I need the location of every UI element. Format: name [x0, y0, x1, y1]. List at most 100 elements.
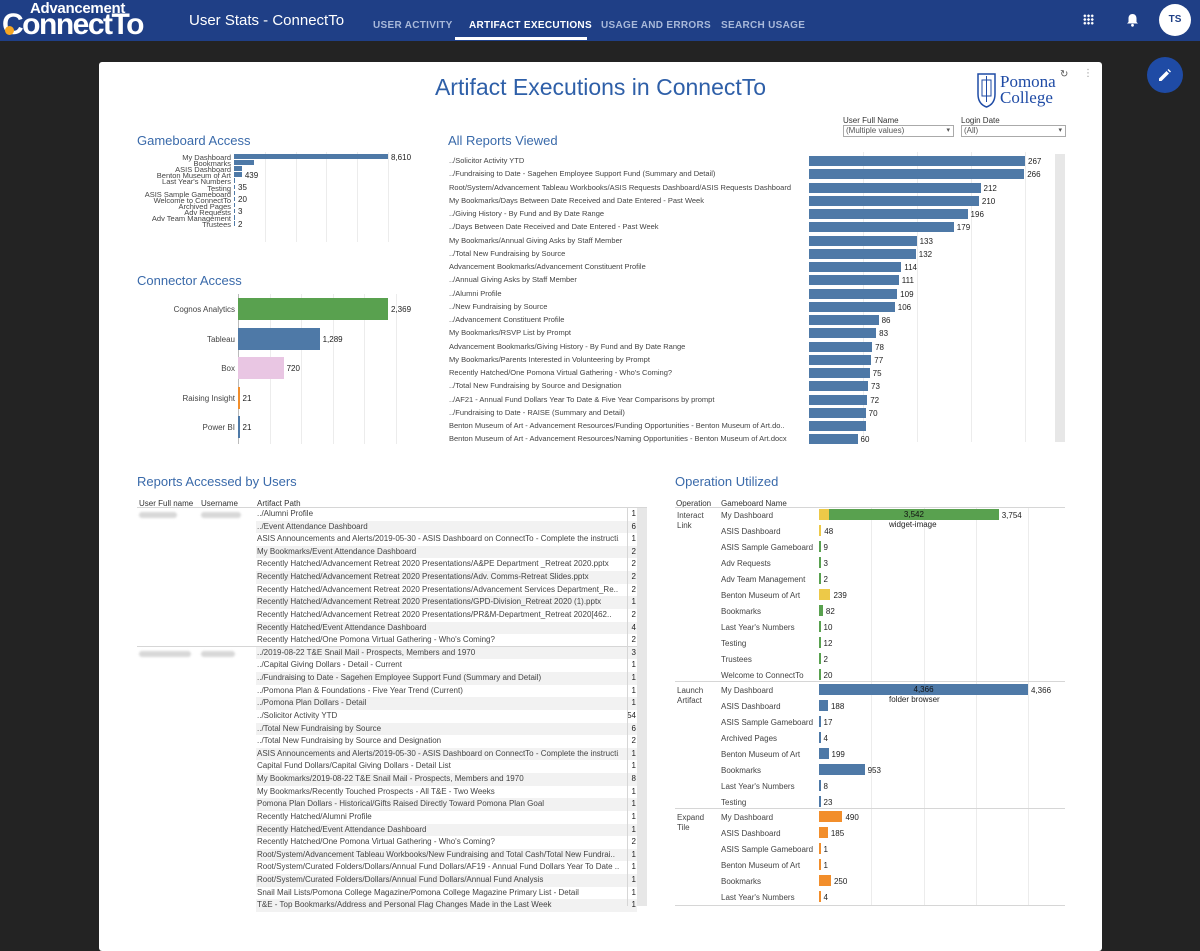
operation-value-label: 188: [830, 701, 845, 711]
report-value-label: 73: [871, 382, 880, 392]
count-cell: 1: [631, 786, 636, 796]
dashboard-title: Artifact Executions in ConnectTo: [434, 74, 767, 100]
operation-bar: [819, 572, 821, 584]
count-cell: 6: [631, 723, 636, 733]
chevron-down-icon: ▾: [1058, 127, 1062, 134]
count-cell: 1: [631, 685, 636, 695]
refresh-icon[interactable]: ↻: [1060, 69, 1069, 80]
connectto-logo[interactable]: Advancement ConnectTo: [2, 0, 177, 41]
report-value-label: 109: [900, 289, 914, 299]
gameboard-category-label: ASIS Dashboard: [175, 165, 231, 175]
operation-value-label: 2: [823, 574, 828, 584]
operation-bar: [819, 620, 821, 632]
operation-bar: [819, 588, 831, 600]
login-date-filter[interactable]: (All) ▾: [961, 125, 1066, 137]
gridline: [871, 507, 873, 905]
reports-accessed-title: Reports Accessed by Users: [137, 474, 297, 489]
report-value-label: 212: [983, 183, 997, 193]
operation-bar: [819, 684, 1028, 695]
count-cell: 2: [631, 837, 636, 847]
gameboard-bar: [234, 184, 235, 189]
gameboard-bar: [234, 172, 242, 177]
gameboard-bar: [234, 178, 235, 183]
gameboard-name-label: Last Year's Numbers: [721, 892, 795, 902]
reports-scrollbar[interactable]: [1055, 154, 1065, 442]
gameboard-name-label: ASIS Sample Gameboard: [721, 542, 814, 552]
operation-value-label: 185: [830, 828, 845, 838]
op-header-divider: [675, 507, 1065, 508]
connector-category-label: Tableau: [206, 334, 235, 344]
operation-value-label: 490: [845, 813, 859, 822]
apps-grid-icon[interactable]: [1083, 14, 1094, 25]
report-value-label: 196: [970, 210, 984, 219]
dashboard-card: Artifact Executions in ConnectTo Pomona …: [99, 62, 1102, 951]
report-value-label: 210: [981, 196, 996, 206]
count-cell: 1: [631, 824, 636, 834]
report-bar: [809, 169, 1025, 180]
edit-button[interactable]: [1147, 57, 1183, 93]
count-cell: 1: [631, 660, 636, 670]
table-row: Recently Hatched/Event Attendance Dashbo…: [256, 823, 637, 837]
operation-bar: [819, 699, 828, 711]
operation-bar: [819, 668, 821, 680]
count-cell: 2: [631, 546, 636, 556]
gameboard-name-label: Benton Museum of Art: [721, 749, 801, 759]
gameboard-category-label: Benton Museum of Art: [156, 171, 231, 181]
artifact-path-cell: ../2019-08-22 T&E Snail Mail - Prospects…: [257, 647, 476, 657]
table-row: My Bookmarks/Recently Touched Prospects …: [256, 786, 637, 799]
gameboard-name-label: Bookmarks: [721, 876, 762, 886]
operation-value-label: 23: [823, 797, 833, 807]
report-category-label: My Bookmarks/Parents Interested in Volun…: [449, 354, 650, 364]
artifact-path-cell: ../Pomona Plan & Foundations - Five Year…: [257, 685, 463, 695]
notification-bell-icon[interactable]: [1126, 13, 1139, 27]
user-avatar[interactable]: TS: [1159, 4, 1191, 36]
table-row: ../Event Attendance Dashboard 6: [256, 520, 637, 534]
operation-inner-label: 3,542: [903, 510, 924, 519]
artifact-path-cell: Recently Hatched/Advancement Retreat 202…: [257, 559, 609, 569]
report-value-label: 132: [918, 249, 933, 259]
tab-user-activity[interactable]: USER ACTIVITY: [373, 20, 453, 31]
artifact-path-cell: Recently Hatched/Event Attendance Dashbo…: [257, 824, 427, 834]
gameboard-bar: [234, 202, 235, 208]
more-options-icon[interactable]: ⋮: [1083, 68, 1093, 79]
table-row: ../Total New Fundraising by Source 6: [256, 722, 637, 736]
table-row: My Bookmarks/Event Attendance Dashboard 2: [256, 545, 637, 559]
operation-group-label: Launch Artifact: [677, 686, 704, 705]
blurred-username: [201, 512, 241, 518]
tab-artifact-executions[interactable]: ARTIFACT EXECUTIONS: [469, 20, 592, 31]
table-row: ../Pomona Plan & Foundations - Five Year…: [256, 685, 637, 698]
count-cell: 2: [631, 584, 636, 594]
table-scrollbar[interactable]: [637, 508, 647, 906]
count-cell: 2: [631, 609, 636, 619]
gameboard-name-label: Adv Requests: [721, 558, 771, 568]
artifact-path-cell: Recently Hatched/One Pomona Virtual Gath…: [257, 635, 495, 645]
count-cell: 3: [631, 647, 636, 657]
report-bar: [809, 394, 868, 405]
artifact-path-cell: ../Event Attendance Dashboard: [257, 521, 368, 531]
count-cell: 1: [631, 509, 636, 518]
report-category-label: Advancement Bookmarks/Giving History - B…: [449, 341, 686, 351]
count-cell: 1: [631, 900, 636, 910]
gameboard-value-label: 2: [238, 219, 243, 229]
report-category-label: My Bookmarks/Days Between Date Received …: [449, 195, 704, 205]
op-bottom-divider: [675, 905, 1065, 906]
artifact-path-cell: Root/System/Advancement Tableau Workbook…: [257, 849, 615, 859]
gameboard-bar: [234, 190, 235, 196]
tab-search-usage[interactable]: SEARCH USAGE: [721, 20, 806, 31]
count-cell: 1: [631, 874, 636, 884]
gameboard-category-label: My Dashboard: [182, 153, 231, 162]
table-row: Recently Hatched/One Pomona Virtual Gath…: [256, 634, 637, 647]
report-bar: [809, 235, 917, 246]
artifact-path-cell: Recently Hatched/Advancement Retreat 202…: [257, 597, 602, 607]
user-full-name-filter[interactable]: (Multiple values) ▾: [843, 125, 954, 137]
operation-bar: [819, 604, 823, 616]
tab-usage-and-errors[interactable]: USAGE AND ERRORS: [601, 20, 711, 31]
gameboard-name-label: Testing: [721, 638, 747, 648]
connector-access-title: Connector Access: [137, 273, 242, 288]
report-bar: [809, 262, 902, 272]
gameboard-category-label: ASIS Sample Gameboard: [144, 189, 231, 199]
connector-bar: [238, 357, 284, 379]
report-value-label: 78: [875, 342, 884, 352]
operation-bar: [819, 747, 829, 759]
gridline: [975, 507, 977, 905]
